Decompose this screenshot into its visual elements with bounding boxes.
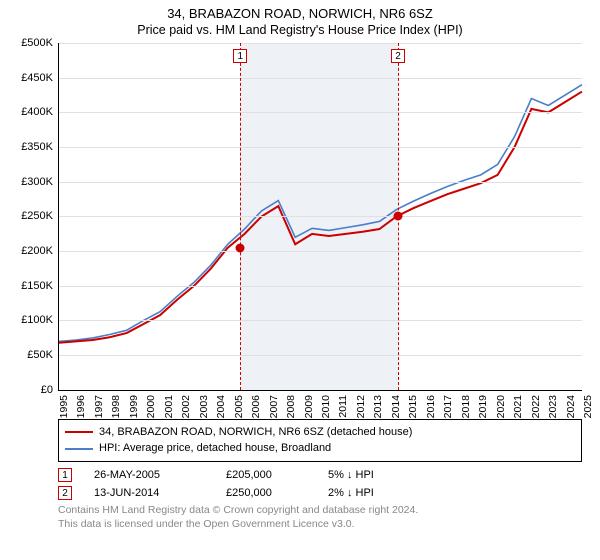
legend-item: 34, BRABAZON ROAD, NORWICH, NR6 6SZ (det…	[65, 424, 575, 441]
sale-marker-label: 1	[233, 49, 247, 63]
sale-price: £205,000	[226, 469, 306, 481]
gridline	[59, 43, 582, 44]
sale-hpi-delta: 2% ↓ HPI	[328, 487, 374, 499]
y-axis-label: £150K	[21, 280, 53, 292]
y-axis-label: £300K	[21, 176, 53, 188]
gridline	[59, 182, 582, 183]
footer-line-2: This data is licensed under the Open Gov…	[58, 518, 582, 532]
gridline	[59, 355, 582, 356]
y-axis-label: £250K	[21, 210, 53, 222]
y-axis-label: £100K	[21, 314, 53, 326]
x-axis-label: 2019	[477, 395, 489, 418]
x-axis-label: 2016	[425, 395, 437, 418]
x-axis-label: 1999	[128, 395, 140, 418]
chart-legend: 34, BRABAZON ROAD, NORWICH, NR6 6SZ (det…	[58, 419, 582, 462]
sales-table: 1 26-MAY-2005 £205,000 5% ↓ HPI 2 13-JUN-2014…	[58, 468, 582, 500]
sale-marker-icon: 1	[58, 468, 72, 482]
x-axis-label: 2023	[547, 395, 559, 418]
sale-reference-line	[240, 43, 241, 390]
x-axis-label: 2001	[163, 395, 175, 418]
x-axis-label: 2017	[442, 395, 454, 418]
x-axis-label: 2002	[180, 395, 192, 418]
y-axis-label: £200K	[21, 245, 53, 257]
gridline	[59, 320, 582, 321]
x-axis-label: 2003	[198, 395, 210, 418]
x-axis-label: 2014	[390, 395, 402, 418]
sale-date: 13-JUN-2014	[94, 487, 204, 499]
y-axis-label: £500K	[21, 37, 53, 49]
x-axis-label: 1998	[110, 395, 122, 418]
legend-label: 34, BRABAZON ROAD, NORWICH, NR6 6SZ (det…	[99, 424, 412, 441]
x-axis-label: 2012	[355, 395, 367, 418]
x-axis-label: 2010	[320, 395, 332, 418]
y-axis-label: £400K	[21, 106, 53, 118]
gridline	[59, 286, 582, 287]
x-axis-label: 2013	[372, 395, 384, 418]
sale-point	[394, 212, 403, 221]
sale-row: 1 26-MAY-2005 £205,000 5% ↓ HPI	[58, 468, 582, 482]
gridline	[59, 112, 582, 113]
y-axis-label: £0	[41, 384, 53, 396]
sale-marker-icon: 2	[58, 486, 72, 500]
data-attribution: Contains HM Land Registry data © Crown c…	[58, 504, 582, 531]
x-axis-label: 2004	[215, 395, 227, 418]
gridline	[59, 216, 582, 217]
price-chart: £0£50K£100K£150K£200K£250K£300K£350K£400…	[58, 43, 582, 413]
x-axis-label: 2008	[285, 395, 297, 418]
x-axis-label: 2000	[145, 395, 157, 418]
gridline	[59, 251, 582, 252]
x-axis-label: 1996	[75, 395, 87, 418]
x-axis-label: 2015	[407, 395, 419, 418]
gridline	[59, 147, 582, 148]
sale-marker-label: 2	[391, 49, 405, 63]
series-line	[59, 85, 582, 342]
x-axis-label: 2018	[460, 395, 472, 418]
footer-line-1: Contains HM Land Registry data © Crown c…	[58, 504, 582, 518]
page-title: 34, BRABAZON ROAD, NORWICH, NR6 6SZ	[10, 6, 590, 23]
x-axis-label: 2009	[303, 395, 315, 418]
x-axis-label: 2021	[512, 395, 524, 418]
y-axis-label: £450K	[21, 72, 53, 84]
gridline	[59, 78, 582, 79]
x-axis-label: 2005	[233, 395, 245, 418]
page-subtitle: Price paid vs. HM Land Registry's House …	[10, 23, 590, 37]
x-axis-label: 2007	[268, 395, 280, 418]
legend-item: HPI: Average price, detached house, Broa…	[65, 440, 575, 457]
y-axis-label: £50K	[27, 349, 53, 361]
sale-row: 2 13-JUN-2014 £250,000 2% ↓ HPI	[58, 486, 582, 500]
sale-date: 26-MAY-2005	[94, 469, 204, 481]
x-axis-label: 2024	[565, 395, 577, 418]
sale-hpi-delta: 5% ↓ HPI	[328, 469, 374, 481]
x-axis-label: 2020	[495, 395, 507, 418]
x-axis-label: 2025	[582, 395, 594, 418]
x-axis-label: 2022	[530, 395, 542, 418]
x-axis-label: 2011	[337, 395, 349, 418]
x-axis-label: 2006	[250, 395, 262, 418]
sale-price: £250,000	[226, 487, 306, 499]
sale-point	[236, 243, 245, 252]
legend-label: HPI: Average price, detached house, Broa…	[99, 440, 331, 457]
x-axis-label: 1997	[93, 395, 105, 418]
x-axis-label: 1995	[58, 395, 70, 418]
y-axis-label: £350K	[21, 141, 53, 153]
legend-swatch	[65, 448, 93, 450]
legend-swatch	[65, 431, 93, 433]
